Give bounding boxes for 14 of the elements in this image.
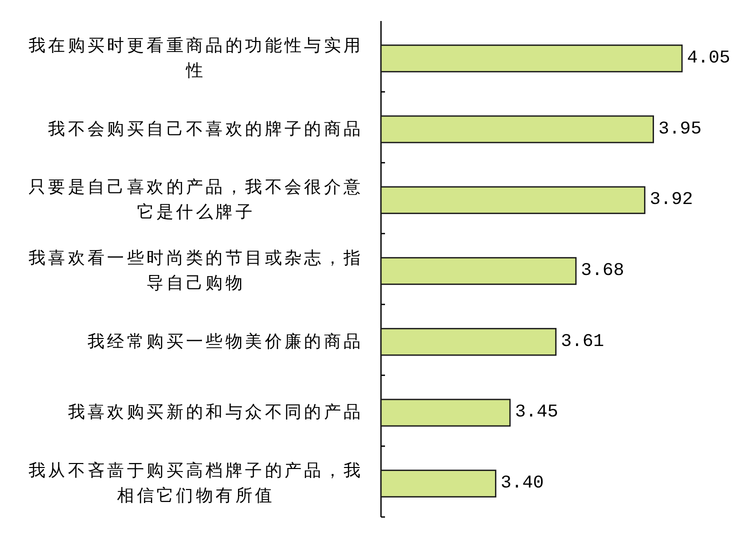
data-label: 3.61 xyxy=(560,332,604,352)
data-label: 3.95 xyxy=(658,119,702,140)
y-tick-label: 我在购买时更看重商品的功能性与实用性 xyxy=(28,36,364,81)
data-label: 3.92 xyxy=(650,190,693,210)
y-tick-label: 我从不吝啬于购买高档牌子的产品，我相信它们物有所值 xyxy=(28,461,364,506)
y-tick-label: 我不会购买自己不喜欢的牌子的商品 xyxy=(48,119,364,140)
y-tick-label: 我喜欢购买新的和与众不同的产品 xyxy=(68,402,364,423)
y-tick-label: 只要是自己喜欢的产品，我不会很介意它是什么牌子 xyxy=(28,178,364,223)
data-label: 3.68 xyxy=(580,261,624,281)
data-label: 3.40 xyxy=(500,474,544,494)
y-tick-label: 我喜欢看一些时尚类的节目或杂志，指导自己购物 xyxy=(28,248,364,294)
data-label: 4.05 xyxy=(687,48,730,68)
y-tick-label: 我经常购买一些物美价廉的商品 xyxy=(88,332,364,352)
data-label: 3.45 xyxy=(515,402,558,423)
